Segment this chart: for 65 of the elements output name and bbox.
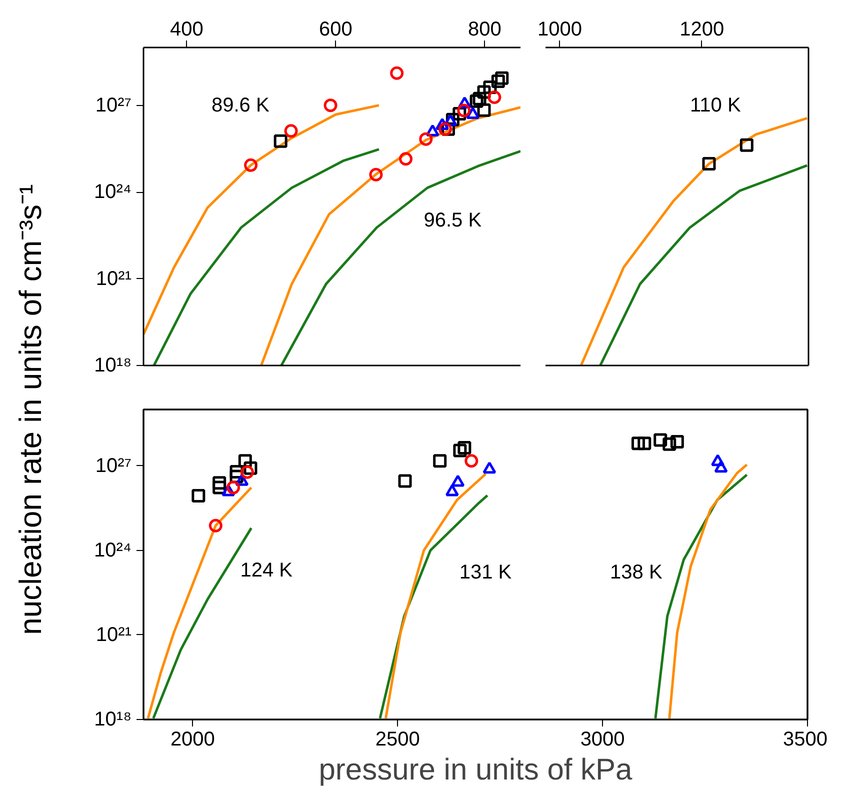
- point: [491, 74, 505, 88]
- y-tick-label: 10²¹: [96, 268, 132, 290]
- point: [457, 104, 471, 118]
- point: [438, 122, 452, 136]
- annotation: 96.5 K: [424, 209, 482, 232]
- point: [244, 158, 258, 172]
- x-tick-label: 2000: [170, 728, 215, 750]
- point: [714, 460, 728, 473]
- point: [208, 518, 222, 532]
- point: [654, 433, 668, 447]
- point: [662, 437, 676, 451]
- point: [495, 71, 509, 85]
- line-series: [152, 148, 380, 366]
- x-axis-title: pressure in units of kPa: [318, 754, 633, 786]
- y-tick-label: 10²¹: [96, 624, 132, 646]
- point: [631, 436, 645, 450]
- point: [638, 436, 652, 450]
- line-series: [668, 463, 748, 720]
- point: [324, 98, 338, 112]
- point: [464, 454, 478, 468]
- x-tick-label: 3000: [580, 728, 625, 750]
- x-tick-label: 600: [319, 18, 352, 40]
- annotation: 131 K: [459, 562, 512, 584]
- point: [472, 92, 486, 106]
- point: [445, 484, 459, 496]
- point: [284, 124, 298, 138]
- point: [390, 66, 404, 80]
- point: [433, 454, 447, 468]
- x-tick-label: 1200: [680, 18, 724, 40]
- point: [399, 152, 413, 166]
- point: [398, 474, 412, 488]
- annotation: 89.6 K: [211, 94, 270, 116]
- annotation: 110 K: [690, 94, 742, 116]
- x-tick-label: 3500: [783, 728, 828, 750]
- point: [240, 465, 254, 479]
- point: [453, 444, 467, 458]
- annotation: 124 K: [240, 560, 294, 582]
- x-tick-label: 1000: [537, 18, 582, 40]
- y-tick-label: 10²⁴: [94, 181, 132, 204]
- y-tick-label: 10²⁴: [94, 539, 132, 562]
- y-tick-label: 10²⁷: [95, 94, 132, 116]
- point: [488, 90, 502, 104]
- line-series: [280, 150, 520, 366]
- x-tick-label: 2500: [375, 728, 420, 750]
- point: [470, 94, 484, 108]
- y-axis-title: nucleation rate in units of cm⁻³s⁻¹: [13, 184, 48, 635]
- point: [274, 134, 288, 148]
- y-tick-label: 10²⁷: [95, 454, 132, 477]
- point: [212, 476, 226, 490]
- x-tick-label: 400: [170, 18, 204, 40]
- point: [244, 461, 258, 475]
- point: [710, 454, 724, 466]
- y-tick-label: 10¹⁸: [94, 354, 132, 376]
- y-tick-label: 10¹⁸: [94, 708, 132, 730]
- point: [419, 132, 433, 146]
- point: [458, 440, 472, 454]
- point: [670, 434, 684, 448]
- point: [226, 480, 240, 494]
- annotation: 138 K: [610, 562, 663, 584]
- point: [369, 168, 383, 182]
- point: [477, 103, 491, 117]
- x-tick-label: 800: [468, 18, 502, 40]
- point: [482, 462, 496, 474]
- point: [451, 474, 465, 487]
- point: [192, 489, 206, 502]
